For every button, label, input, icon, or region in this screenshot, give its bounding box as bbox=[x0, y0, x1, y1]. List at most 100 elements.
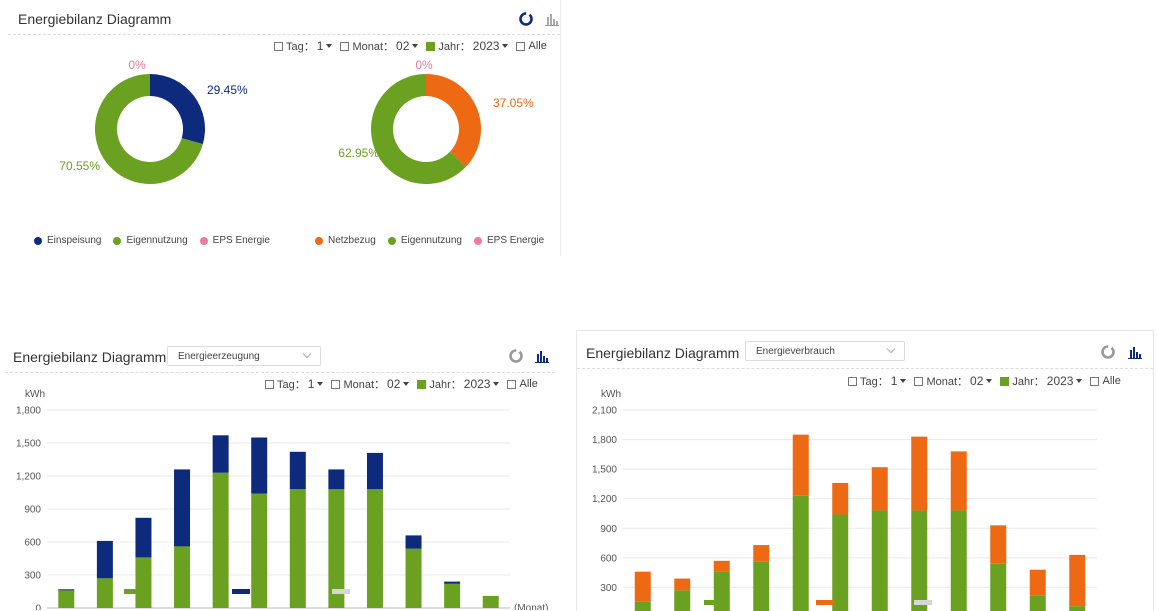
bar-segment[interactable] bbox=[251, 493, 268, 608]
legend-swatch[interactable] bbox=[914, 600, 932, 605]
filter-jahr[interactable]: Jahr： 2023 bbox=[417, 376, 500, 392]
legend-item-eigennutzung[interactable]: Eigennutzung bbox=[113, 235, 188, 246]
bar-chart-icon[interactable] bbox=[1127, 344, 1143, 360]
bar-segment[interactable] bbox=[212, 472, 229, 608]
tag-checkbox[interactable] bbox=[848, 376, 857, 386]
jahr-select[interactable]: 2023 bbox=[1047, 374, 1083, 388]
donut-slice-eigennutzung[interactable] bbox=[371, 74, 466, 184]
bar-chart-icon[interactable] bbox=[544, 11, 560, 27]
bar-segment[interactable] bbox=[950, 510, 967, 611]
tag-select[interactable]: 1 bbox=[891, 374, 907, 388]
bar-segment[interactable] bbox=[405, 535, 422, 549]
filter-monat[interactable]: Monat： 02 bbox=[331, 376, 410, 392]
legend-item-netzbezug[interactable]: Netzbezug bbox=[315, 235, 376, 246]
jahr-select[interactable]: 2023 bbox=[473, 39, 509, 53]
legend-swatch[interactable] bbox=[816, 600, 834, 605]
bar-segment[interactable] bbox=[289, 489, 306, 608]
bar-segment[interactable] bbox=[634, 571, 651, 602]
legend-swatch[interactable] bbox=[704, 600, 722, 605]
donut-chart-icon[interactable] bbox=[1100, 344, 1116, 360]
alle-checkbox[interactable] bbox=[516, 41, 526, 51]
bar-segment[interactable] bbox=[212, 435, 229, 473]
legend-item-einspeisung[interactable]: Einspeisung bbox=[34, 235, 101, 246]
bar-segment[interactable] bbox=[1069, 606, 1086, 611]
bar-segment[interactable] bbox=[58, 590, 75, 608]
chart-type-dropdown[interactable]: Energieverbrauch bbox=[745, 341, 905, 361]
bar-segment[interactable] bbox=[713, 560, 730, 572]
legend-item-eps-energie[interactable]: EPS Energie bbox=[473, 235, 544, 246]
bar-segment[interactable] bbox=[328, 489, 345, 608]
filter-jahr[interactable]: Jahr： 2023 bbox=[1000, 373, 1083, 389]
bar-segment[interactable] bbox=[871, 467, 888, 511]
bar-segment[interactable] bbox=[405, 548, 422, 608]
tag-checkbox[interactable] bbox=[274, 41, 283, 51]
monat-select[interactable]: 02 bbox=[396, 39, 419, 53]
bar-segment[interactable] bbox=[289, 451, 306, 490]
filter-jahr[interactable]: Jahr： 2023 bbox=[426, 38, 509, 54]
bar-segment[interactable] bbox=[366, 452, 383, 490]
bar-segment[interactable] bbox=[1029, 595, 1046, 611]
bar-segment[interactable] bbox=[58, 589, 75, 591]
bar-segment[interactable] bbox=[444, 583, 461, 608]
bar-segment[interactable] bbox=[832, 482, 849, 515]
tag-select[interactable]: 1 bbox=[317, 39, 333, 53]
donut-chart-icon[interactable] bbox=[518, 11, 534, 27]
legend-swatch[interactable] bbox=[232, 589, 250, 594]
monat-select[interactable]: 02 bbox=[970, 374, 993, 388]
bar-segment[interactable] bbox=[792, 495, 809, 611]
bar-segment[interactable] bbox=[174, 469, 191, 547]
bar-segment[interactable] bbox=[444, 581, 461, 584]
bar-segment[interactable] bbox=[482, 595, 499, 608]
bar-segment[interactable] bbox=[832, 514, 849, 611]
bar-segment[interactable] bbox=[328, 469, 345, 490]
monat-checkbox[interactable] bbox=[331, 379, 341, 389]
donut-slice-eigennutzung[interactable] bbox=[95, 74, 203, 184]
bar-segment[interactable] bbox=[674, 578, 691, 591]
bar-segment[interactable] bbox=[674, 590, 691, 611]
filter-alle[interactable]: Alle bbox=[507, 378, 538, 390]
donut-chart-icon[interactable] bbox=[508, 348, 524, 364]
bar-segment[interactable] bbox=[950, 451, 967, 511]
filter-tag[interactable]: Tag： 1 bbox=[274, 38, 333, 54]
bar-segment[interactable] bbox=[753, 545, 770, 562]
bar-segment[interactable] bbox=[1069, 554, 1086, 607]
bar-segment[interactable] bbox=[990, 525, 1007, 564]
legend-item-eps-energie[interactable]: EPS Energie bbox=[199, 235, 270, 246]
filter-tag[interactable]: Tag： 1 bbox=[265, 376, 324, 392]
filter-monat[interactable]: Monat： 02 bbox=[914, 373, 993, 389]
bar-segment[interactable] bbox=[634, 601, 651, 611]
filter-alle[interactable]: Alle bbox=[516, 40, 547, 52]
bar-segment[interactable] bbox=[871, 510, 888, 611]
bar-segment[interactable] bbox=[792, 434, 809, 496]
tag-select[interactable]: 1 bbox=[308, 377, 324, 391]
monat-checkbox[interactable] bbox=[914, 376, 924, 386]
chart-type-dropdown[interactable]: Energieerzeugung bbox=[167, 346, 321, 366]
donut-slice-einspeisung[interactable] bbox=[150, 74, 205, 145]
bar-segment[interactable] bbox=[911, 436, 928, 511]
tag-checkbox[interactable] bbox=[265, 379, 274, 389]
bar-segment[interactable] bbox=[135, 517, 152, 558]
monat-select[interactable]: 02 bbox=[387, 377, 410, 391]
legend-swatch[interactable] bbox=[332, 589, 350, 594]
monat-checkbox[interactable] bbox=[340, 41, 350, 51]
bar-segment[interactable] bbox=[990, 563, 1007, 611]
bar-segment[interactable] bbox=[753, 561, 770, 611]
legend-item-eigennutzung[interactable]: Eigennutzung bbox=[387, 235, 462, 246]
bar-segment[interactable] bbox=[366, 489, 383, 608]
filter-alle[interactable]: Alle bbox=[1090, 375, 1121, 387]
legend-swatch[interactable] bbox=[124, 589, 142, 594]
jahr-checkbox[interactable] bbox=[426, 41, 436, 51]
jahr-checkbox[interactable] bbox=[1000, 376, 1010, 386]
alle-checkbox[interactable] bbox=[507, 379, 517, 389]
jahr-select[interactable]: 2023 bbox=[464, 377, 500, 391]
filter-tag[interactable]: Tag： 1 bbox=[848, 373, 907, 389]
bar-segment[interactable] bbox=[96, 578, 113, 608]
bar-segment[interactable] bbox=[713, 571, 730, 611]
bar-segment[interactable] bbox=[96, 540, 113, 579]
bar-segment[interactable] bbox=[251, 437, 268, 494]
bar-segment[interactable] bbox=[174, 546, 191, 608]
alle-checkbox[interactable] bbox=[1090, 376, 1100, 386]
bar-segment[interactable] bbox=[135, 557, 152, 608]
jahr-checkbox[interactable] bbox=[417, 379, 427, 389]
filter-monat[interactable]: Monat： 02 bbox=[340, 38, 419, 54]
